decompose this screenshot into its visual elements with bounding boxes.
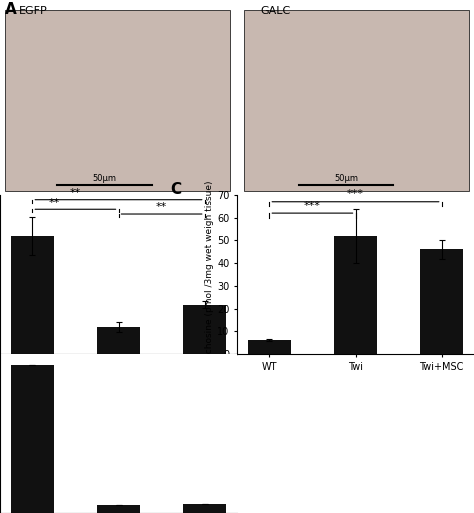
Text: **: ** bbox=[48, 198, 60, 208]
Text: ***: *** bbox=[304, 201, 321, 211]
Text: A: A bbox=[5, 2, 17, 17]
Text: C: C bbox=[171, 182, 182, 197]
Text: **: ** bbox=[70, 188, 81, 198]
Bar bbox=[97, 505, 140, 513]
Bar bbox=[420, 249, 463, 354]
Bar bbox=[11, 365, 54, 513]
Bar bbox=[183, 305, 226, 354]
Bar bbox=[248, 340, 291, 354]
Bar bbox=[97, 327, 140, 354]
Bar bbox=[183, 504, 226, 513]
FancyBboxPatch shape bbox=[5, 10, 230, 191]
Text: 50μm: 50μm bbox=[92, 174, 116, 183]
Bar bbox=[334, 236, 377, 354]
Bar bbox=[11, 236, 54, 354]
Text: ***: *** bbox=[347, 189, 364, 200]
Y-axis label: psychosine (pmol /3mg wet weigh tissue): psychosine (pmol /3mg wet weigh tissue) bbox=[205, 180, 214, 369]
Text: EGFP: EGFP bbox=[19, 6, 48, 16]
Text: 50μm: 50μm bbox=[334, 174, 358, 183]
Text: GALC: GALC bbox=[261, 6, 291, 16]
FancyBboxPatch shape bbox=[244, 10, 469, 191]
Text: **: ** bbox=[156, 203, 167, 212]
